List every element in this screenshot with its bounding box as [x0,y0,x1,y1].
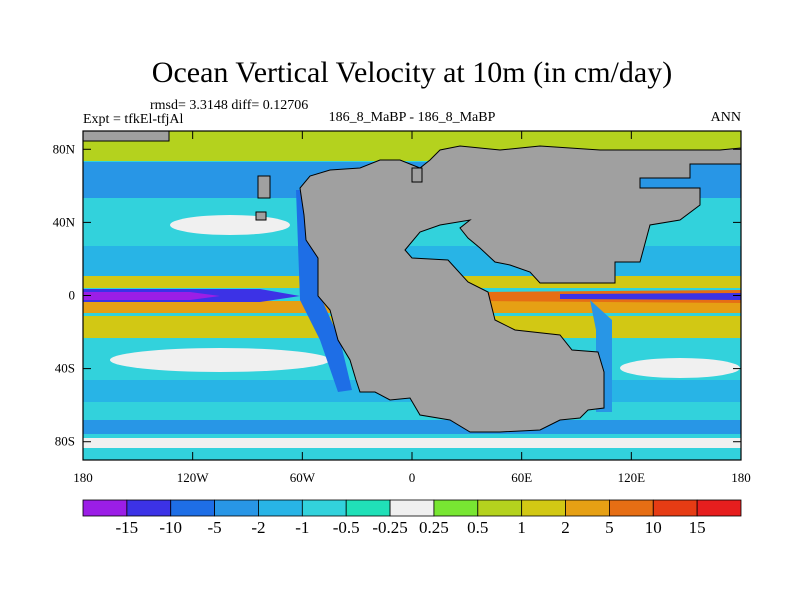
colorbar-label: -5 [208,518,222,537]
y-tick-label: 0 [69,288,76,303]
y-tick-label: 80S [55,434,75,449]
colorbar-label: 0.5 [467,518,488,537]
near-zero-patch-south [110,348,330,372]
case-label: 186_8_MaBP - 186_8_MaBP [329,110,496,125]
chart-title: Ocean Vertical Velocity at 10m (in cm/da… [152,56,672,89]
band-southern-strip [83,438,741,448]
colorbar-swatch [696,499,742,517]
colorbar-swatch [477,499,523,517]
colorbar-swatch [652,499,698,517]
colorbar-label: -2 [251,518,265,537]
colorbar-swatch [126,499,172,517]
x-tick-label: 180 [73,470,93,485]
colorbar-swatch [258,499,303,517]
x-tick-label: 0 [409,470,416,485]
colorbar-swatch [345,499,391,517]
y-tick-label: 80N [53,141,76,156]
colorbar-swatch [433,499,479,517]
colorbar-label: -0.25 [372,518,407,537]
equatorial-core-east [560,293,741,300]
colorbar: -15 -10 -5 -2 -1 -0.5 -0.25 0.25 0.5 1 2 5 10 15 [82,499,742,537]
x-tick-label: 120E [618,470,646,485]
land-mass [83,131,741,433]
x-tick-label: 120W [177,470,210,485]
colorbar-swatch [521,499,566,517]
near-zero-patch-southeast [620,358,740,378]
colorbar-label: 1 [517,518,526,537]
near-zero-patch-north [170,215,290,235]
x-tick-label: 180 [731,470,751,485]
season-label: ANN [711,110,741,125]
colorbar-swatch [565,499,610,517]
experiment-label: Expt = tfkEl-tfjAl [83,112,184,127]
colorbar-swatch [214,499,259,517]
colorbar-swatch [609,499,654,517]
island-north-atlantic [257,175,271,199]
island-small [255,211,267,221]
island-arctic [411,167,423,183]
y-tick-label: 40S [55,361,75,376]
x-tick-label: 60E [511,470,532,485]
colorbar-label: -10 [159,518,182,537]
colorbar-label: -1 [295,518,309,537]
colorbar-swatch [301,499,347,517]
colorbar-swatch [82,499,128,517]
stats-label: rmsd= 3.3148 diff= 0.12706 [150,98,308,113]
colorbar-label: -15 [116,518,139,537]
coastal-strip-east [590,300,612,412]
colorbar-label: -0.5 [333,518,360,537]
colorbar-label: 15 [689,518,706,537]
colorbar-label: 5 [605,518,614,537]
colorbar-label: 2 [561,518,570,537]
land-northwest-strip [83,131,170,142]
x-axis: 180 120W 60W 0 60E 120E 180 [73,131,751,485]
x-tick-label: 60W [290,470,316,485]
equatorial-core-west [83,292,220,300]
colorbar-label: 10 [645,518,662,537]
y-tick-label: 40N [53,214,76,229]
colorbar-swatch [170,499,216,517]
colorbar-swatch [389,499,435,517]
y-axis: 80N 40N 0 40S 80S [53,141,741,449]
map-field [83,131,741,460]
colorbar-label: 0.25 [419,518,449,537]
band-southern-ocean [83,420,741,434]
